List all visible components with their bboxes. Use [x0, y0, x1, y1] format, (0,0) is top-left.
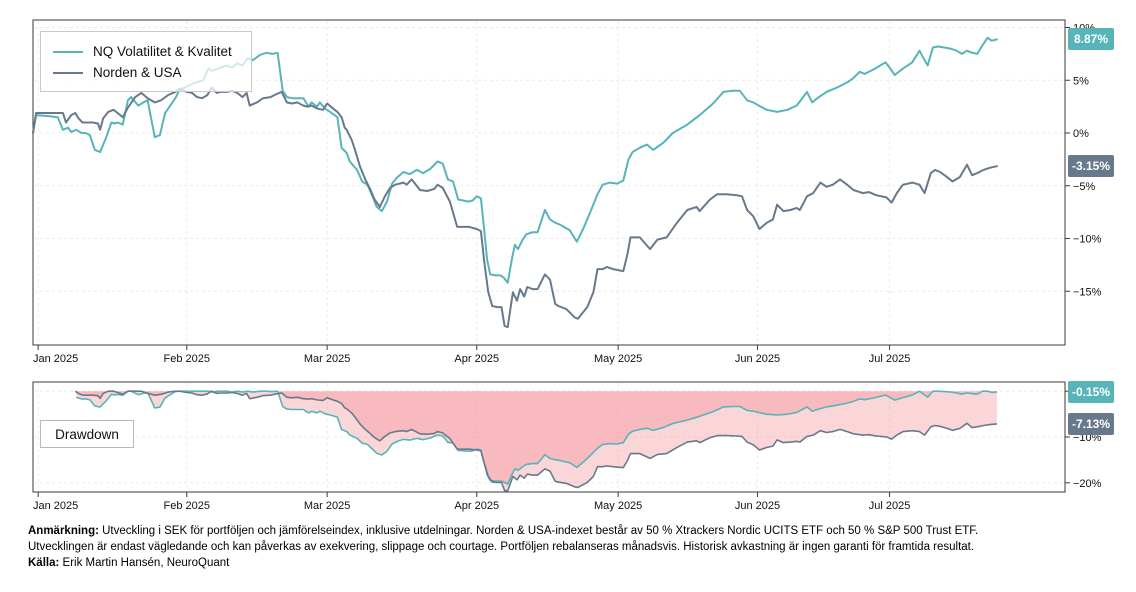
y-tick-label: −5%	[1073, 181, 1096, 193]
drawdown-line	[74, 390, 997, 492]
legend-label-benchmark: Norden & USA	[93, 65, 182, 80]
drawdown-area	[75, 391, 997, 491]
legend-item-benchmark: Norden & USA	[53, 62, 239, 83]
series-line	[32, 86, 998, 329]
x-tick-label: Jun 2025	[735, 500, 780, 512]
y-tick-label: 5%	[1073, 75, 1089, 87]
x-tick-label: Feb 2025	[164, 500, 210, 512]
x-tick-label: Jun 2025	[735, 353, 780, 365]
footnote-source-text: Erik Martin Hansén, NeuroQuant	[62, 556, 230, 569]
legend-label-nq: NQ Volatilitet & Kvalitet	[93, 44, 232, 59]
x-tick-label: Mar 2025	[304, 353, 350, 365]
footnote-note: Anmärkning: Utveckling i SEK för portföl…	[28, 524, 1042, 556]
y-tick-label: −15%	[1073, 286, 1102, 298]
x-tick-label: Jul 2025	[869, 500, 911, 512]
footnote-source: Källa: Erik Martin Hansén, NeuroQuant	[28, 556, 1042, 572]
y-tick-label: −10%	[1073, 432, 1102, 444]
x-tick-label: Jan 2025	[33, 500, 78, 512]
footnote-source-label: Källa:	[28, 556, 60, 569]
drawdown-area	[76, 391, 997, 484]
x-tick-label: Apr 2025	[454, 500, 499, 512]
x-tick-label: Mar 2025	[304, 500, 350, 512]
y-tick-label: −20%	[1073, 478, 1102, 490]
y-tick-label: −10%	[1073, 234, 1102, 246]
x-tick-label: Apr 2025	[454, 353, 499, 365]
x-tick-label: Feb 2025	[164, 353, 210, 365]
legend-item-nq: NQ Volatilitet & Kvalitet	[53, 41, 239, 62]
benchmark-line-swatch-icon	[53, 71, 83, 74]
x-tick-label: May 2025	[594, 500, 642, 512]
y-tick-label: 0%	[1073, 128, 1089, 140]
drawdown-panel-label: Drawdown	[40, 420, 134, 448]
x-tick-label: May 2025	[594, 353, 642, 365]
nq-end-value-badge: 8.87%	[1068, 28, 1114, 50]
footnote-note-text: Utveckling i SEK för portföljen och jämf…	[28, 525, 979, 553]
x-tick-label: Jul 2025	[869, 353, 911, 365]
legend: NQ Volatilitet & Kvalitet Norden & USA	[40, 31, 252, 92]
benchmark-end-value-badge: -3.15%	[1068, 155, 1114, 177]
nq-drawdown-badge: -0.15%	[1068, 381, 1114, 403]
benchmark-drawdown-badge: -7.13%	[1068, 413, 1114, 435]
nq-line-swatch-icon	[53, 50, 83, 53]
footnote: Anmärkning: Utveckling i SEK för portföl…	[28, 524, 1042, 572]
x-tick-label: Jan 2025	[33, 353, 78, 365]
footnote-note-label: Anmärkning:	[28, 525, 99, 537]
series-line	[32, 36, 998, 284]
